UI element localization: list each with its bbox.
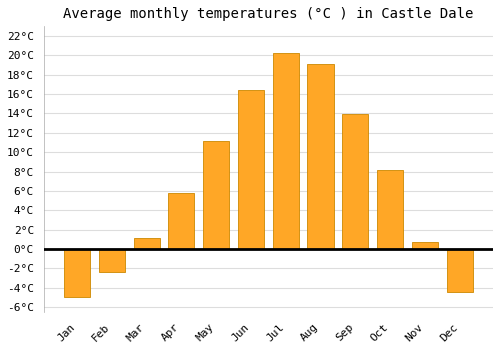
Title: Average monthly temperatures (°C ) in Castle Dale: Average monthly temperatures (°C ) in Ca…: [63, 7, 474, 21]
Bar: [446, 249, 472, 292]
Bar: [412, 242, 438, 249]
Bar: [99, 249, 125, 272]
Bar: [134, 238, 160, 249]
Bar: [377, 170, 403, 249]
Bar: [64, 249, 90, 298]
Bar: [308, 64, 334, 249]
Bar: [203, 141, 229, 249]
Bar: [238, 90, 264, 249]
Bar: [272, 54, 299, 249]
Bar: [168, 193, 194, 249]
Bar: [342, 114, 368, 249]
